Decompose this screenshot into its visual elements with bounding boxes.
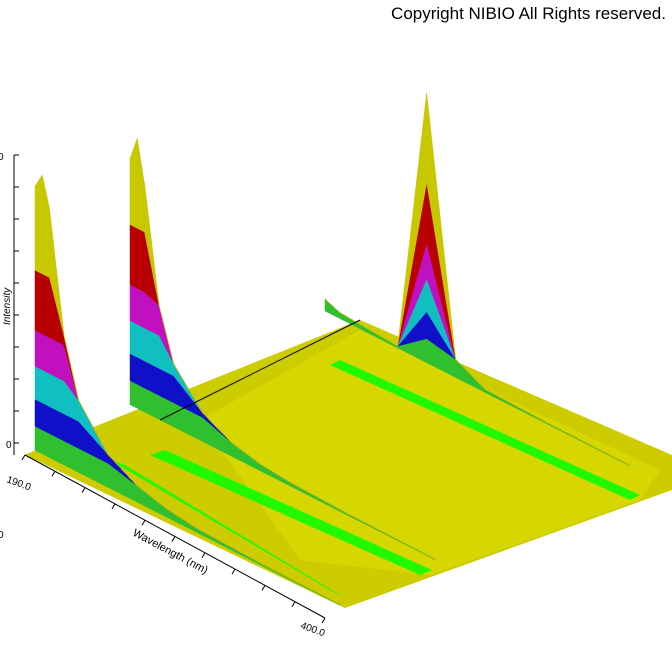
x-tick-mark bbox=[51, 471, 56, 477]
surface-floor-highlight bbox=[200, 330, 660, 575]
x-tick-mark bbox=[231, 568, 236, 575]
x-tick-mark bbox=[171, 536, 176, 542]
x-tick-mark bbox=[81, 487, 86, 493]
intensity-ticks bbox=[14, 154, 19, 444]
y-tick-label-lower: 0 bbox=[0, 530, 4, 541]
x-tick-label-start: 190.0 bbox=[5, 474, 33, 493]
x-tick-mark bbox=[111, 503, 116, 510]
x-tick-mark bbox=[201, 552, 206, 559]
x-tick-mark bbox=[291, 601, 296, 607]
spectrum-band bbox=[129, 138, 436, 560]
spectrum-traces bbox=[34, 92, 631, 606]
wavelength-ticks bbox=[21, 454, 326, 624]
surface-ridges bbox=[110, 360, 640, 598]
surface-streak bbox=[330, 360, 640, 500]
back-axis bbox=[159, 319, 361, 421]
y-tick-label-bottom: 0 bbox=[6, 440, 12, 451]
x-tick-mark bbox=[141, 519, 146, 526]
x-tick-mark bbox=[321, 617, 326, 624]
y-tick-label-top: 0 bbox=[0, 152, 4, 163]
x-tick-mark bbox=[261, 585, 266, 591]
surface-streak bbox=[110, 460, 345, 598]
x-tick-label-end: 400.0 bbox=[299, 620, 327, 639]
x-tick-mark bbox=[21, 454, 26, 461]
spectrum-band bbox=[324, 92, 631, 466]
spectrum-band bbox=[34, 174, 341, 605]
y-axis-label: Intensity bbox=[2, 287, 13, 325]
surface-streak bbox=[150, 450, 432, 575]
copyright-text: Copyright NIBIO All Rights reserved. bbox=[391, 4, 666, 23]
